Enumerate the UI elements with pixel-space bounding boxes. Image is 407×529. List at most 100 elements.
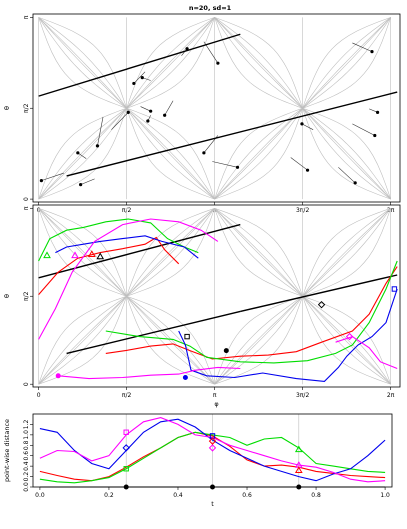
data-point xyxy=(185,47,189,51)
x-tick-label: π/2 xyxy=(122,392,132,399)
residual-segment xyxy=(140,106,151,112)
x-tick-label: 0.0 xyxy=(35,492,45,499)
plot-frame xyxy=(32,204,401,388)
diamond-marker xyxy=(208,444,217,452)
data-point xyxy=(95,144,100,148)
data-point xyxy=(216,61,220,65)
y-tick-label: 0.4 xyxy=(23,461,30,471)
residual-segment xyxy=(212,161,238,168)
data-point xyxy=(353,181,357,185)
fitted-geodesic xyxy=(38,33,241,97)
residual-segment xyxy=(301,123,314,130)
plot-frame xyxy=(32,413,393,488)
triangle-marker xyxy=(294,445,303,453)
x-tick-label: 3π/2 xyxy=(296,392,309,399)
residual-segment xyxy=(111,112,129,130)
point-marker xyxy=(223,348,229,354)
residual-segment xyxy=(97,116,104,146)
diamond-marker xyxy=(208,437,217,445)
x-axis-label: t xyxy=(211,500,214,508)
point-marker xyxy=(55,373,61,379)
y-tick-label: π/2 xyxy=(23,103,30,113)
data-point xyxy=(163,113,167,117)
data-point xyxy=(300,122,304,126)
trajectory-line xyxy=(66,310,241,355)
residual-segment xyxy=(290,157,308,171)
y-axis-label: θ xyxy=(3,294,11,298)
data-point xyxy=(39,178,44,183)
data-point xyxy=(149,109,153,113)
diamond-marker xyxy=(317,300,326,309)
x-tick-label: 0.8 xyxy=(311,492,321,499)
data-point xyxy=(235,165,240,169)
trajectory-line xyxy=(105,260,398,364)
data-point xyxy=(76,151,80,155)
data-point xyxy=(140,76,144,80)
x-tick-label: 0.2 xyxy=(104,492,114,499)
distance-line xyxy=(39,418,386,482)
y-tick-label: 0.2 xyxy=(23,472,30,482)
triangle-marker xyxy=(87,250,96,257)
y-tick-label: 1.2 xyxy=(23,419,30,429)
x-tick-label: 1.0 xyxy=(380,492,390,499)
trajectory-line xyxy=(335,335,398,370)
fitted-geodesic xyxy=(66,91,398,177)
trajectory-line xyxy=(38,236,180,295)
residual-segment xyxy=(77,152,87,159)
y-tick-label: 0.0 xyxy=(23,482,30,492)
data-point xyxy=(202,151,206,155)
diamond-marker xyxy=(122,444,130,452)
trajectory-line xyxy=(58,366,241,380)
residual-segment xyxy=(41,172,64,181)
residual-segment xyxy=(133,71,146,84)
figure-title: n=20, sd=1 xyxy=(189,4,232,12)
trajectory-line xyxy=(105,266,398,360)
trajectory-line xyxy=(55,235,199,259)
trajectory-line xyxy=(38,223,241,279)
panel-distance: 0.0 0.2 0.4 0.6 0.8 1.00.00.20.40.60.81.01.2p… xyxy=(3,413,393,508)
square-marker xyxy=(123,429,129,435)
square-marker xyxy=(391,286,398,292)
residual-segment xyxy=(164,100,174,116)
y-axis-label: point-wise distance xyxy=(3,419,11,482)
square-marker xyxy=(184,333,190,340)
y-tick-label: π xyxy=(23,206,30,210)
square-marker xyxy=(123,466,129,472)
y-tick-label: π/2 xyxy=(23,291,30,301)
x-axis-label: φ xyxy=(214,400,218,408)
x-tick-label: 0 xyxy=(37,392,41,399)
x-tick-label: 0.6 xyxy=(242,492,252,499)
residual-segment xyxy=(352,123,375,136)
y-tick-label: 0 xyxy=(23,382,30,386)
panel-paths: 0 π/2 π 3π/2 2π 0 π/2 π θ φ xyxy=(3,204,401,408)
y-tick-label: 0.6 xyxy=(23,451,30,461)
residual-segment xyxy=(352,42,373,52)
data-point xyxy=(126,110,130,114)
y-tick-label: 1.0 xyxy=(23,430,30,440)
data-point xyxy=(305,168,310,172)
data-point xyxy=(79,183,83,187)
residual-segment xyxy=(338,167,356,184)
x-tick-label: 2π xyxy=(387,392,395,399)
residual-segment xyxy=(80,178,95,185)
data-point xyxy=(132,81,136,86)
data-point xyxy=(146,119,150,123)
trajectory-line xyxy=(240,274,398,313)
diamond-marker xyxy=(345,332,354,341)
y-tick-label: 0 xyxy=(23,197,30,201)
data-point xyxy=(375,110,380,114)
data-point xyxy=(370,50,374,54)
x-tick-label: π xyxy=(213,392,217,399)
trajectory-line xyxy=(178,288,398,382)
triangle-marker xyxy=(96,252,105,260)
trajectory-line xyxy=(38,218,219,340)
distance-line xyxy=(39,431,386,484)
y-tick-label: 0.8 xyxy=(23,440,30,450)
y-tick-label: π xyxy=(23,15,30,19)
y-axis-label: θ xyxy=(3,106,11,110)
trajectory-line xyxy=(38,218,199,262)
triangle-marker xyxy=(43,251,51,259)
data-point xyxy=(373,133,377,138)
